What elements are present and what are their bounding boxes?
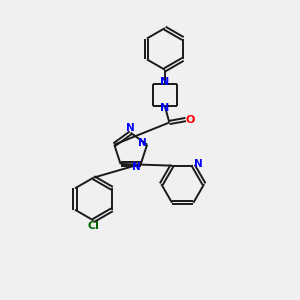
Text: Cl: Cl — [88, 221, 100, 231]
Text: O: O — [186, 115, 195, 124]
Text: N: N — [138, 138, 146, 148]
Text: N: N — [160, 77, 170, 87]
Text: N: N — [194, 159, 203, 169]
Text: N: N — [160, 103, 170, 113]
Text: N: N — [132, 162, 141, 172]
Text: N: N — [126, 123, 134, 133]
